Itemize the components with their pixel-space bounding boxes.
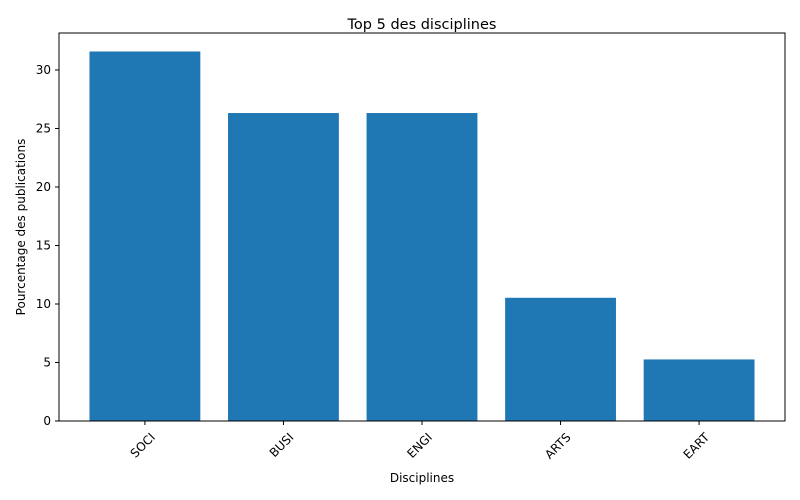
y-axis-ticks: 0 5 10 15 20 25 30 bbox=[36, 63, 59, 428]
y-tick-label: 0 bbox=[43, 414, 51, 428]
x-axis-ticks: SOCI BUSI ENGI ARTS EART bbox=[128, 421, 713, 462]
bar-engi bbox=[366, 113, 478, 421]
bar-busi bbox=[228, 113, 339, 421]
y-tick-label: 5 bbox=[43, 355, 51, 369]
x-tick-label-eart: EART bbox=[681, 430, 713, 462]
y-tick-label: 30 bbox=[36, 63, 51, 77]
x-tick-label-arts: ARTS bbox=[542, 430, 574, 462]
bar-soci bbox=[89, 51, 201, 421]
x-tick-label-busi: BUSI bbox=[267, 430, 297, 460]
y-tick-label: 20 bbox=[36, 180, 51, 194]
bar-arts bbox=[505, 297, 616, 421]
y-tick-label: 10 bbox=[36, 297, 51, 311]
chart-title: Top 5 des disciplines bbox=[347, 17, 497, 33]
x-axis-title: Disciplines bbox=[390, 471, 454, 485]
x-tick-label-engi: ENGI bbox=[404, 430, 435, 461]
y-tick-label: 25 bbox=[36, 121, 51, 135]
bars bbox=[89, 51, 755, 421]
y-axis-title: Pourcentage des publications bbox=[14, 139, 28, 316]
x-tick-label-soci: SOCI bbox=[128, 430, 158, 460]
y-tick-label: 15 bbox=[36, 238, 51, 252]
plot-frame bbox=[58, 32, 786, 422]
bar-eart bbox=[643, 359, 755, 421]
